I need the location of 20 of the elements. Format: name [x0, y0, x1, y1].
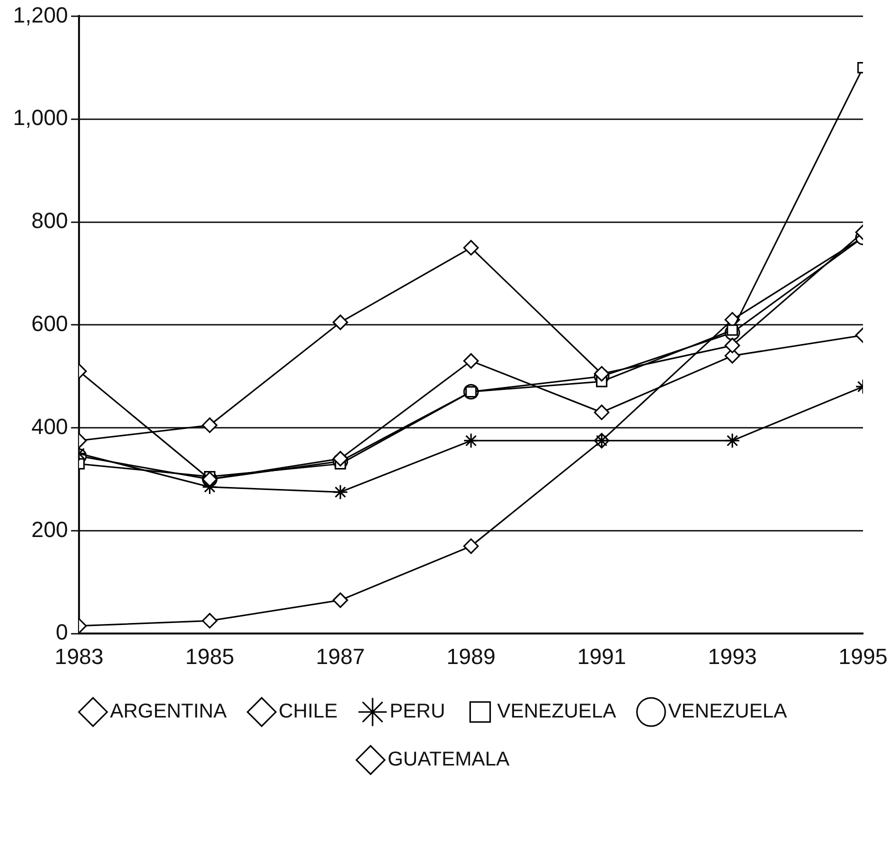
x-tick-label: 1983 — [54, 644, 104, 669]
legend-label: VENEZUELA — [497, 700, 617, 723]
x-tick-label: 1991 — [577, 644, 626, 669]
x-tick-label: 1985 — [185, 644, 234, 669]
legend-label: CHILE — [278, 700, 338, 723]
legend-label: GUATEMALA — [388, 748, 510, 771]
legend-label: ARGENTINA — [110, 700, 228, 723]
legend-label: VENEZUELA — [668, 700, 788, 723]
y-tick-label: 1,200 — [12, 2, 68, 28]
x-tick-label: 1995 — [838, 644, 888, 669]
x-tick-label: 1993 — [708, 644, 757, 669]
y-tick-label: 800 — [31, 208, 68, 234]
x-tick-label: 1987 — [316, 644, 365, 669]
y-tick-label: 200 — [31, 516, 68, 542]
x-tick-label: 1989 — [446, 644, 496, 669]
y-tick-label: 400 — [31, 414, 68, 439]
legend-label: PERU — [390, 700, 446, 723]
y-tick-label: 600 — [31, 310, 68, 336]
y-tick-label: 1,000 — [12, 105, 68, 130]
y-tick-label: 0 — [56, 620, 68, 645]
